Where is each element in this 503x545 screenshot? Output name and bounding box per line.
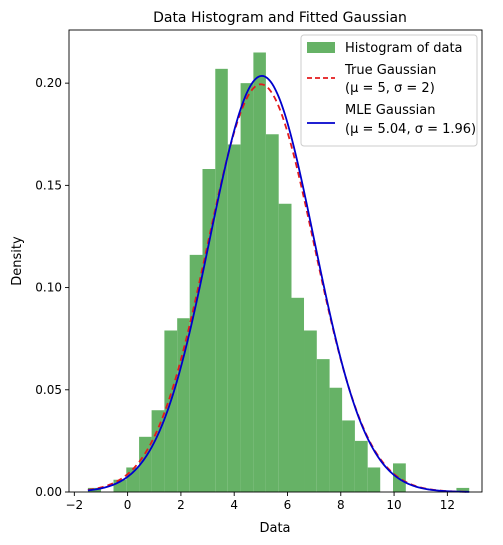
- x-tick-label: 12: [440, 498, 455, 512]
- legend-true-gaussian-params: (μ = 5, σ = 2): [345, 81, 435, 96]
- histogram-bar: [367, 467, 381, 492]
- x-axis-label: Data: [259, 521, 290, 536]
- histogram-bar: [316, 359, 330, 492]
- mle-gaussian-line: [87, 75, 470, 493]
- y-tick-label: 0.20: [35, 76, 62, 90]
- chart-title: Data Histogram and Fitted Gaussian: [153, 10, 407, 26]
- histogram-bar: [393, 463, 406, 492]
- histogram-bar: [240, 83, 254, 493]
- x-axis-ticks: −2 0 2 4 6 8 10 12: [65, 492, 455, 512]
- y-axis-ticks: 0.00 0.05 0.10 0.15 0.20: [35, 76, 69, 499]
- histogram-bar: [253, 52, 266, 493]
- x-tick-label: −2: [65, 498, 83, 512]
- histogram-bar: [354, 440, 368, 492]
- x-tick-label: 2: [177, 498, 185, 512]
- y-tick-label: 0.10: [35, 281, 62, 295]
- legend-box: [300, 34, 478, 147]
- x-tick-label: 4: [230, 498, 238, 512]
- histogram-bar: [291, 297, 305, 492]
- histogram-bar: [164, 330, 178, 492]
- y-tick-label: 0.00: [35, 485, 62, 499]
- histogram-bar: [342, 420, 355, 492]
- histogram-bar: [189, 254, 203, 492]
- x-tick-label: 0: [124, 498, 132, 512]
- histogram-bar: [278, 203, 292, 492]
- histogram-bar: [329, 387, 343, 492]
- histogram-bar: [151, 410, 165, 492]
- histogram-bar: [126, 467, 140, 492]
- y-tick-label: 0.05: [35, 383, 62, 397]
- plot-frame: [68, 29, 483, 493]
- histogram-bar: [215, 68, 228, 492]
- legend-histogram-label: Histogram of data: [345, 41, 463, 56]
- legend-mle-gaussian-params: (μ = 5.04, σ = 1.96): [345, 122, 476, 137]
- y-tick-label: 0.15: [35, 178, 62, 192]
- histogram-bar: [139, 436, 152, 492]
- y-axis-label: Density: [10, 236, 25, 286]
- histogram-bar: [265, 134, 279, 492]
- legend: Histogram of data True Gaussian (μ = 5, …: [300, 34, 478, 147]
- histogram-bar: [202, 169, 216, 492]
- histogram-bar: [304, 330, 317, 492]
- histogram-bar: [456, 487, 470, 492]
- histogram-bar: [177, 318, 190, 492]
- histogram-bar: [227, 144, 241, 493]
- legend-histogram-swatch: [307, 42, 335, 53]
- legend-mle-gaussian-label: MLE Gaussian: [345, 103, 435, 118]
- x-tick-label: 8: [337, 498, 345, 512]
- x-tick-label: 10: [386, 498, 401, 512]
- x-tick-label: 6: [284, 498, 292, 512]
- gaussian-curves: [87, 75, 470, 493]
- legend-true-gaussian-label: True Gaussian: [344, 63, 436, 78]
